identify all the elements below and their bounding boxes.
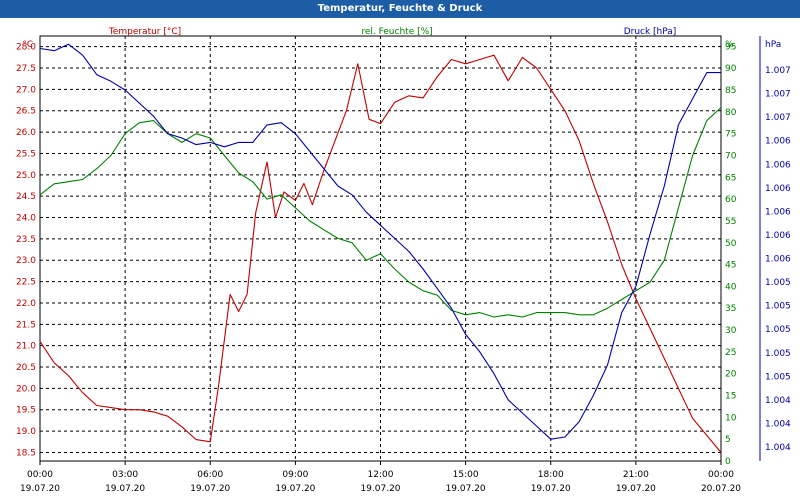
temperature-tick-label: 19.5 [16, 406, 36, 416]
humidity-tick-label: 15 [725, 392, 736, 402]
x-tick-date: 19.07.20 [531, 484, 571, 494]
x-tick-time: 00:00 [27, 470, 53, 480]
x-tick-date: 19.07.20 [20, 484, 60, 494]
x-tick-date: 19.07.20 [446, 484, 486, 494]
humidity-tick-label: 0 [725, 457, 731, 467]
pressure-tick-label: 1.005 [765, 302, 791, 312]
temperature-tick-label: 26.0 [16, 128, 36, 138]
pressure-tick-label: 1.004 [765, 443, 791, 453]
x-tick-time: 18:00 [538, 470, 564, 480]
humidity-tick-label: 35 [725, 304, 736, 314]
legend-pressure: Druck [hPa] [624, 27, 677, 37]
humidity-tick-label: 55 [725, 217, 736, 227]
humidity-tick-label: 50 [725, 239, 737, 249]
x-tick-time: 09:00 [282, 470, 308, 480]
humidity-tick-label: 25 [725, 348, 736, 358]
humidity-tick-label: 85 [725, 86, 736, 96]
humidity-tick-label: 70 [725, 151, 737, 161]
temperature-tick-label: 27.5 [16, 64, 36, 74]
humidity-tick-label: 40 [725, 282, 737, 292]
humidity-tick-label: 65 [725, 173, 736, 183]
humidity-tick-label: 30 [725, 326, 737, 336]
title-bar: Temperatur, Feuchte & Druck [0, 0, 800, 18]
pressure-tick-label: 1.005 [765, 325, 791, 335]
series-line-pressure [39, 43, 721, 440]
legend-temperature: Temperatur [°C] [108, 27, 181, 37]
temperature-tick-label: 20.5 [16, 363, 36, 373]
temperature-tick-label: 22.5 [16, 278, 36, 288]
pressure-tick-label: 1.006 [765, 137, 791, 147]
humidity-tick-label: 20 [725, 370, 737, 380]
pressure-tick-label: 1.007 [765, 90, 791, 100]
humidity-tick-label: 75 [725, 130, 736, 140]
temperature-tick-label: 23.5 [16, 235, 36, 245]
humidity-tick-label: 10 [725, 413, 737, 423]
series-line-humidity [39, 107, 722, 318]
pressure-tick-label: 1.005 [765, 372, 791, 382]
pressure-tick-label: 1.006 [765, 184, 791, 194]
pressure-tick-label: 1.007 [765, 66, 791, 76]
temperature-tick-label: 26.5 [16, 107, 36, 117]
temperature-tick-label: 27.0 [16, 85, 36, 95]
temperature-unit: °C [22, 40, 33, 50]
pressure-tick-label: 1.006 [765, 207, 791, 217]
pressure-tick-label: 1.005 [765, 278, 791, 288]
pressure-tick-label: 1.007 [765, 113, 791, 123]
humidity-unit: % [725, 40, 734, 50]
x-tick-time: 06:00 [197, 470, 223, 480]
x-tick-date: 19.07.20 [190, 484, 230, 494]
x-tick-date: 19.07.20 [105, 484, 145, 494]
temperature-tick-label: 21.0 [16, 342, 36, 352]
x-tick-time: 15:00 [453, 470, 479, 480]
x-tick-time: 12:00 [368, 470, 394, 480]
temperature-tick-label: 20.0 [16, 384, 36, 394]
humidity-tick-label: 95 [725, 42, 736, 52]
temperature-tick-label: 24.0 [16, 214, 36, 224]
temperature-tick-label: 25.0 [16, 171, 36, 181]
legend-humidity: rel. Feuchte [%] [361, 27, 432, 37]
pressure-tick-label: 1.006 [765, 160, 791, 170]
temperature-tick-label: 19.0 [16, 427, 36, 437]
temperature-tick-label: 18.5 [16, 448, 36, 458]
temperature-tick-label: 24.5 [16, 192, 36, 202]
x-tick-time: 00:00 [708, 470, 734, 480]
x-tick-date: 20.07.20 [701, 484, 741, 494]
pressure-tick-label: 1.006 [765, 231, 791, 241]
x-tick-time: 21:00 [623, 470, 649, 480]
temperature-tick-label: 25.5 [16, 149, 36, 159]
temperature-tick-label: 21.5 [16, 320, 36, 330]
temperature-tick-label: 22.0 [16, 299, 36, 309]
x-tick-time: 03:00 [112, 470, 138, 480]
series-line-temperature [39, 54, 722, 453]
humidity-tick-label: 90 [725, 64, 737, 74]
humidity-tick-label: 60 [725, 195, 737, 205]
x-tick-date: 19.07.20 [360, 484, 400, 494]
x-tick-date: 19.07.20 [275, 484, 315, 494]
pressure-tick-label: 1.006 [765, 255, 791, 265]
humidity-tick-label: 80 [725, 108, 737, 118]
pressure-unit: hPa [765, 40, 781, 50]
humidity-tick-label: 5 [725, 435, 731, 445]
pressure-tick-label: 1.004 [765, 419, 791, 429]
pressure-tick-label: 1.004 [765, 396, 791, 406]
humidity-tick-label: 45 [725, 261, 736, 271]
pressure-tick-label: 1.005 [765, 349, 791, 359]
x-tick-date: 19.07.20 [616, 484, 656, 494]
temperature-tick-label: 23.0 [16, 256, 36, 266]
temperature-tick-label: 28.0 [16, 43, 36, 53]
